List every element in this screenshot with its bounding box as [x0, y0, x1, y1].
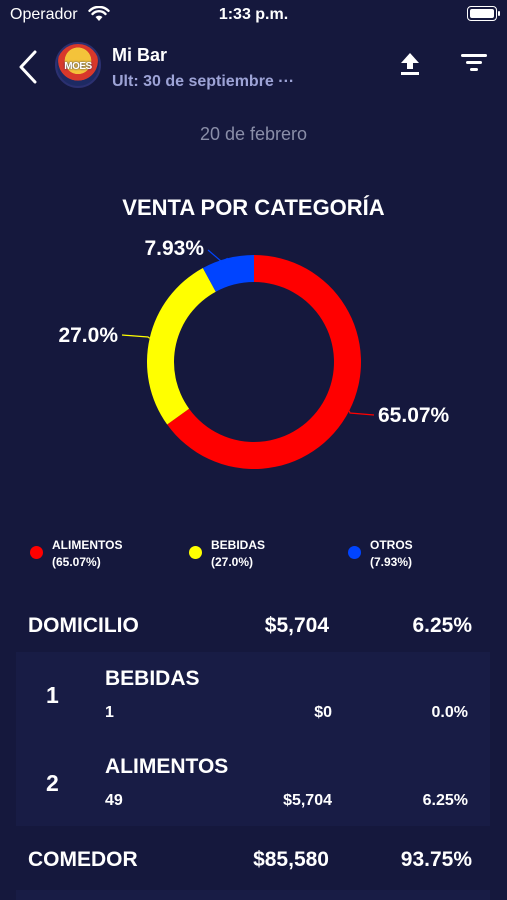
item-amount: $0	[314, 704, 332, 721]
header: MOES Mi Bar Ult: 30 de septiembre ···	[0, 36, 507, 96]
domicilio-breakdown: 1 BEBIDAS 1 $0 0.0% 2 ALIMENTOS 49 $5,70…	[16, 652, 490, 826]
bar-logo-avatar[interactable]: MOES	[55, 42, 101, 88]
list-item[interactable]: 2 ALIMENTOS 49 $5,704 6.25%	[16, 740, 490, 826]
legend-label: ALIMENTOS	[52, 538, 123, 552]
item-percent: 0.0%	[431, 704, 468, 721]
legend-swatch	[30, 546, 43, 559]
slice-leader-line	[121, 334, 151, 339]
item-quantity: 1	[105, 704, 114, 721]
item-name: ALIMENTOS	[105, 755, 229, 778]
section-amount: $85,580	[253, 848, 329, 871]
report-date: 20 de febrero	[199, 124, 308, 144]
section-percent: 6.25%	[412, 614, 472, 637]
slice-label-bebidas: 27.0%	[58, 324, 118, 347]
bar-name[interactable]: Mi Bar	[112, 45, 168, 65]
legend-percent: (7.93%)	[370, 555, 413, 569]
back-chevron-icon[interactable]	[16, 50, 40, 84]
section-name: DOMICILIO	[28, 614, 139, 637]
section-percent: 93.75%	[400, 848, 472, 871]
battery-icon	[467, 6, 500, 21]
chart-legend: ALIMENTOS (65.07%) BEBIDAS (27.0%) OTROS…	[0, 536, 507, 576]
upload-icon[interactable]	[399, 52, 421, 81]
slice-label-alimentos: 65.07%	[378, 404, 450, 427]
status-bar: Operador 1:33 p.m.	[0, 0, 507, 30]
legend-label: BEBIDAS	[211, 538, 266, 552]
slice-leader-line	[207, 249, 228, 263]
item-quantity: 49	[105, 792, 123, 809]
chart-title: VENTA POR CATEGORÍA	[122, 195, 385, 220]
item-percent: 6.25%	[422, 792, 468, 809]
donut-slice-bebidas[interactable]	[147, 268, 216, 425]
item-rank: 1	[46, 682, 59, 708]
section-row-comedor[interactable]: COMEDOR $85,580 93.75%	[0, 840, 507, 880]
logo-text: MOES	[64, 61, 92, 72]
category-donut-chart: 65.07% 27.0% 7.93%	[58, 237, 450, 469]
section-amount: $5,704	[264, 614, 329, 637]
next-panel-edge	[16, 890, 490, 900]
section-name: COMEDOR	[28, 848, 138, 871]
carrier-label: Operador	[10, 6, 78, 23]
filter-icon[interactable]	[461, 54, 487, 77]
section-row-domicilio[interactable]: DOMICILIO $5,704 6.25%	[0, 606, 507, 646]
legend-swatch	[348, 546, 361, 559]
item-amount: $5,704	[283, 792, 332, 809]
legend-percent: (65.07%)	[52, 555, 101, 569]
item-rank: 2	[46, 770, 59, 796]
legend-swatch	[189, 546, 202, 559]
wifi-icon	[88, 5, 110, 27]
last-update-selector[interactable]: Ult: 30 de septiembre ···	[112, 73, 295, 90]
slice-label-otros: 7.93%	[144, 237, 204, 260]
list-item[interactable]: 1 BEBIDAS 1 $0 0.0%	[16, 652, 490, 738]
clock: 1:33 p.m.	[218, 6, 289, 23]
legend-label: OTROS	[370, 538, 413, 552]
slice-leader-line	[348, 410, 375, 416]
donut-slice-otros[interactable]	[202, 255, 254, 292]
item-name: BEBIDAS	[105, 667, 200, 690]
legend-percent: (27.0%)	[211, 555, 254, 569]
